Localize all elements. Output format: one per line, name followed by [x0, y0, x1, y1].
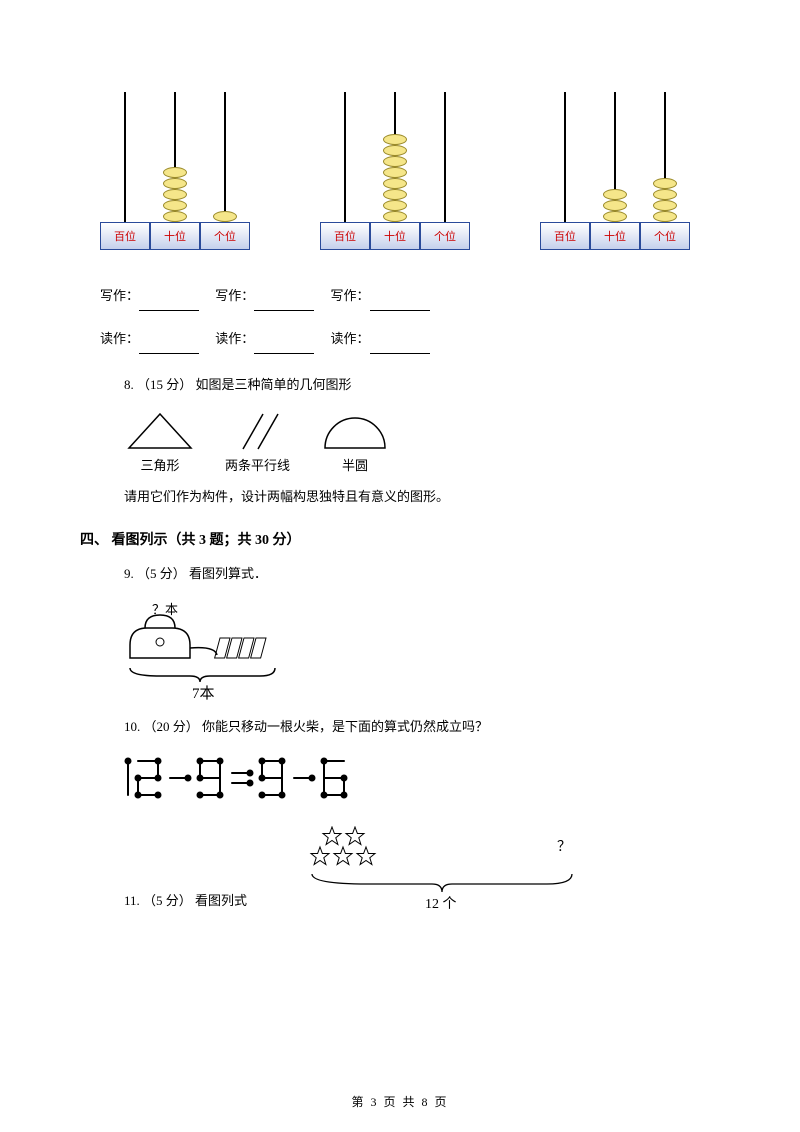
write-line: 写作： 写作： 写作：	[100, 280, 700, 311]
bead	[163, 200, 187, 211]
triangle-block: 三角形	[125, 411, 195, 474]
shapes-row: 三角形 两条平行线 半圆	[125, 411, 700, 474]
place-box-2: 个位	[420, 222, 470, 250]
page-footer: 第 3 页 共 8 页	[0, 1093, 800, 1110]
write-blank-3[interactable]	[370, 296, 430, 311]
place-box-0: 百位	[540, 222, 590, 250]
read-label-3: 读作：	[331, 331, 370, 346]
bead	[603, 189, 627, 200]
semicircle-icon	[320, 411, 390, 451]
abacus-base: 百位十位个位	[540, 222, 690, 250]
read-label-1: 读作：	[100, 331, 139, 346]
section-4-heading: 四、 看图列示（共 3 题；共 30 分）	[80, 529, 700, 549]
q10-points: （20 分）	[144, 719, 199, 734]
place-box-2: 个位	[200, 222, 250, 250]
q8-instruction: 请用它们作为构件，设计两幅构思独特且有意义的图形。	[100, 486, 700, 505]
triangle-icon	[125, 411, 195, 451]
bead	[603, 200, 627, 211]
write-blank-2[interactable]	[254, 296, 314, 311]
rod-2	[224, 92, 226, 222]
bead	[163, 167, 187, 178]
svg-text:7本: 7本	[192, 685, 215, 700]
semicircle-block: 半圆	[320, 411, 390, 474]
triangle-label: 三角形	[140, 455, 179, 474]
q8-points: （15 分）	[137, 377, 192, 392]
bead	[653, 178, 677, 189]
bead	[653, 189, 677, 200]
bead	[383, 145, 407, 156]
bead	[383, 200, 407, 211]
write-label-3: 写作：	[331, 288, 370, 303]
books-figure: ？本 7本	[120, 600, 700, 704]
stars-figure: ？ 12 个	[307, 826, 607, 915]
read-line: 读作： 读作： 读作：	[100, 323, 700, 354]
place-box-0: 百位	[320, 222, 370, 250]
abacus-2: 百位十位个位	[320, 90, 480, 250]
write-label-2: 写作：	[215, 288, 254, 303]
bead	[383, 167, 407, 178]
bead	[213, 211, 237, 222]
q10-stem-text: 你能只移动一根火柴，是下面的算式仍然成立吗？	[202, 719, 488, 734]
write-label-1: 写作：	[100, 288, 139, 303]
rod-2	[444, 92, 446, 222]
bead	[383, 189, 407, 200]
abacus-row: 百位十位个位百位十位个位百位十位个位	[100, 90, 700, 250]
abacus-base: 百位十位个位	[320, 222, 470, 250]
rod-0	[124, 92, 126, 222]
stars-diagram-icon: ？ 12 个	[307, 826, 607, 911]
q11-stem: 11. （5 分） 看图列式	[100, 890, 247, 915]
q11-stem-text: 看图列式	[195, 893, 247, 908]
abacus-base: 百位十位个位	[100, 222, 250, 250]
matchstick-icon	[120, 753, 380, 808]
q8-num: 8.	[124, 377, 134, 392]
q10-stem: 10. （20 分） 你能只移动一根火柴，是下面的算式仍然成立吗？	[100, 716, 700, 735]
page: 百位十位个位百位十位个位百位十位个位 写作： 写作： 写作： 读作： 读作： 读…	[0, 0, 800, 1132]
read-blank-2[interactable]	[254, 339, 314, 354]
q8-stem-text: 如图是三种简单的几何图形	[196, 377, 352, 392]
bead	[383, 178, 407, 189]
q9-num: 9.	[124, 566, 134, 581]
place-box-2: 个位	[640, 222, 690, 250]
q11-points: （5 分）	[143, 893, 192, 908]
bead	[383, 156, 407, 167]
read-blank-3[interactable]	[370, 339, 430, 354]
parallel-label: 两条平行线	[225, 455, 290, 474]
q9-stem-text: 看图列算式．	[189, 566, 267, 581]
place-box-0: 百位	[100, 222, 150, 250]
abacus-3: 百位十位个位	[540, 90, 700, 250]
bead	[163, 189, 187, 200]
rod-0	[344, 92, 346, 222]
place-box-1: 十位	[150, 222, 200, 250]
write-blank-1[interactable]	[139, 296, 199, 311]
semicircle-label: 半圆	[342, 455, 368, 474]
bead	[383, 211, 407, 222]
bead	[603, 211, 627, 222]
books-diagram-icon: ？本 7本	[120, 600, 290, 700]
rod-0	[564, 92, 566, 222]
abacus-1: 百位十位个位	[100, 90, 260, 250]
q9-stem: 9. （5 分） 看图列算式．	[100, 563, 700, 582]
svg-text:？: ？	[557, 840, 571, 855]
fill-in-blanks-section: 写作： 写作： 写作： 读作： 读作： 读作：	[100, 280, 700, 354]
parallel-lines-icon	[233, 411, 283, 451]
q11-num: 11.	[124, 893, 140, 908]
read-label-2: 读作：	[215, 331, 254, 346]
bead	[163, 211, 187, 222]
bead	[653, 200, 677, 211]
bead	[383, 134, 407, 145]
bead	[653, 211, 677, 222]
q9-points: （5 分）	[137, 566, 186, 581]
svg-text:12 个: 12 个	[425, 896, 457, 911]
parallel-block: 两条平行线	[225, 411, 290, 474]
read-blank-1[interactable]	[139, 339, 199, 354]
q10-num: 10.	[124, 719, 140, 734]
place-box-1: 十位	[590, 222, 640, 250]
matchstick-equation	[120, 753, 700, 812]
place-box-1: 十位	[370, 222, 420, 250]
q8-stem: 8. （15 分） 如图是三种简单的几何图形	[100, 374, 700, 393]
bead	[163, 178, 187, 189]
q11-row: 11. （5 分） 看图列式 ？ 12 个	[100, 826, 700, 915]
